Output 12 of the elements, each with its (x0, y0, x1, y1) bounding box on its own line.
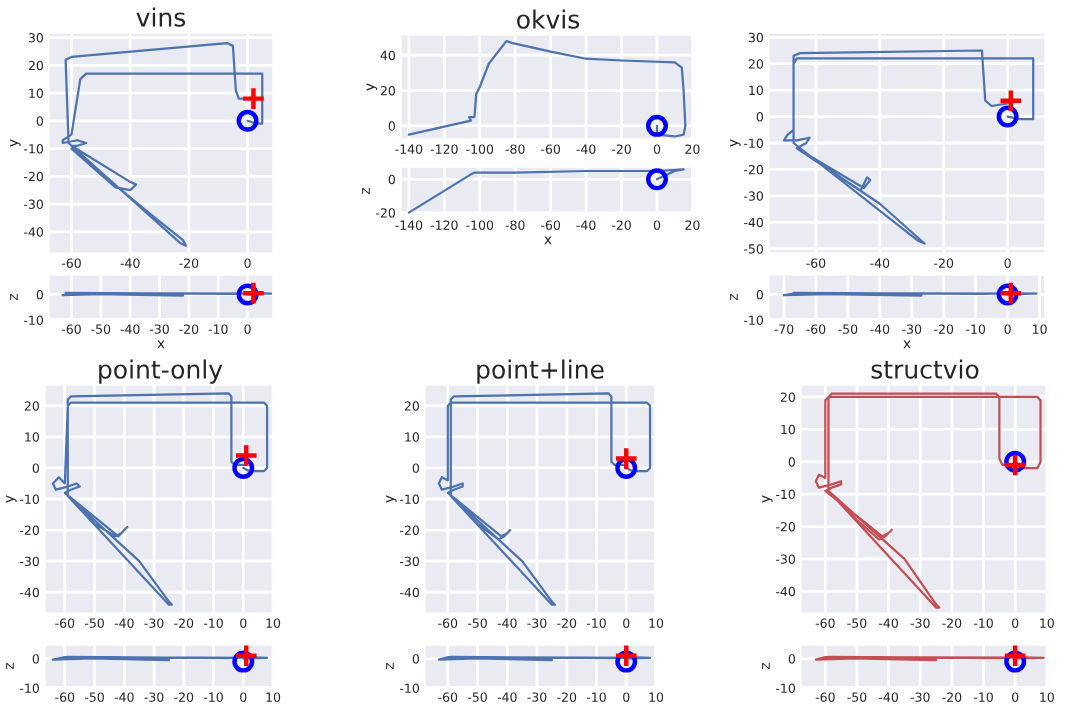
line-series (407, 39, 687, 138)
line-series (437, 392, 652, 606)
line-series (814, 392, 1042, 609)
chart-title: point-only (99, 359, 223, 384)
line-series (51, 392, 269, 606)
line-series (61, 41, 264, 247)
chart-title: point+line (477, 359, 604, 384)
line-series (407, 168, 685, 214)
line-series (782, 49, 1035, 245)
chart-title: okvis (517, 9, 580, 29)
chart-title: vins (136, 7, 186, 27)
chart-title: structvio (871, 359, 979, 379)
